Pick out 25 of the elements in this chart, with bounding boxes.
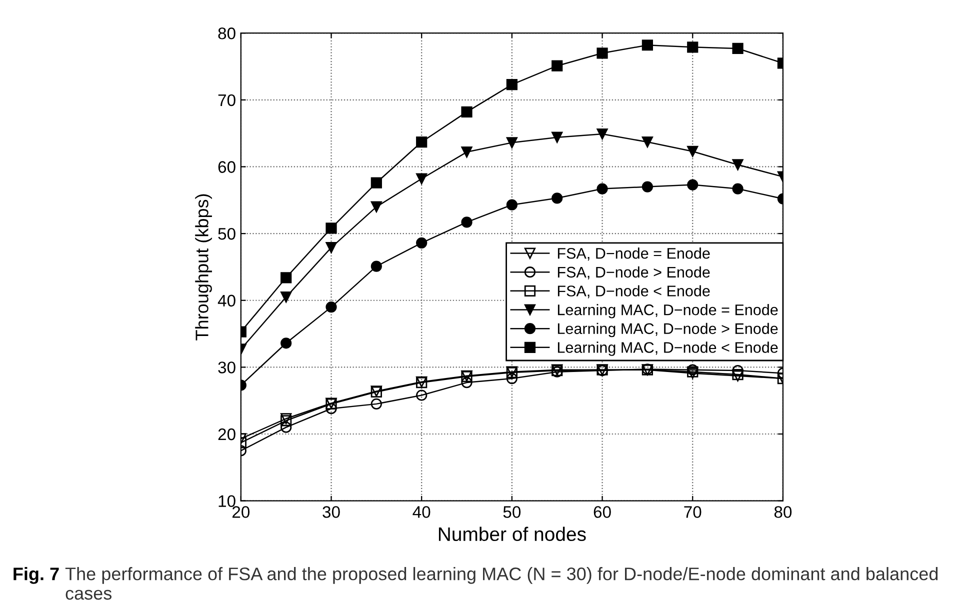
- x-tick-label: 50: [503, 506, 521, 518]
- x-tick-label: 30: [322, 506, 340, 518]
- y-tick-label: 50: [218, 228, 236, 240]
- legend-label: Learning MAC, D−node = Enode: [558, 304, 778, 318]
- text: The performance of FSA and the proposed learning MAC (N = 30) for D-node/E-node dominant and balanced cases: [65, 567, 938, 600]
- y-tick-label: 40: [218, 294, 236, 307]
- y-tick-label: 20: [218, 428, 236, 440]
- legend-label: FSA, D−node > Enode: [558, 266, 710, 280]
- x-tick-label: 40: [412, 506, 430, 518]
- y-tick-label: 80: [218, 28, 236, 40]
- y-tick-label: 60: [218, 161, 236, 173]
- legend-label: Learning MAC, D−node > Enode: [558, 322, 778, 338]
- y-tick-label: 30: [218, 362, 236, 374]
- y-tick-label: 70: [218, 94, 236, 106]
- y-axis-title: Throughput (kbps): [195, 194, 212, 340]
- legend-label: Learning MAC, D−node < Enode: [558, 342, 778, 356]
- legend-label: FSA, D−node = Enode: [558, 248, 710, 261]
- x-tick-label: 60: [594, 506, 611, 518]
- x-tick-label: 20: [232, 506, 250, 518]
- x-axis-title: Number of nodes: [438, 526, 586, 542]
- x-tick-label: 80: [774, 506, 792, 518]
- x-tick-label: 70: [684, 506, 702, 518]
- legend-label: FSA, D−node < Enode: [558, 285, 710, 298]
- caption: Fig. 7: [14, 567, 59, 584]
- y-tick-label: 10: [218, 495, 236, 508]
